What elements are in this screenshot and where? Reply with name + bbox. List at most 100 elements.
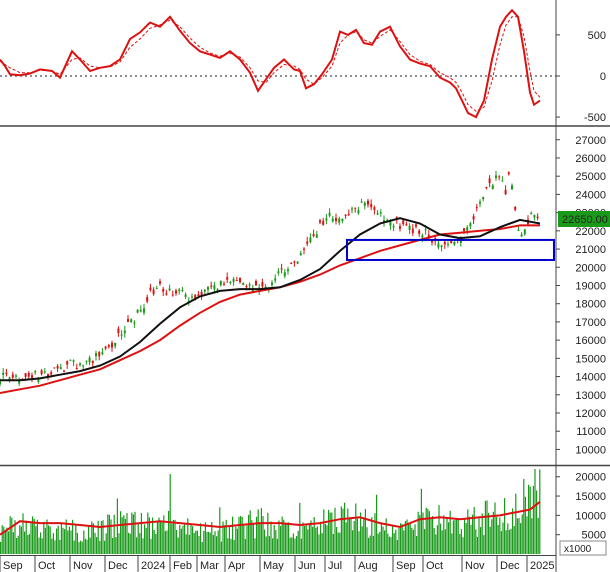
volume-bar (441, 530, 443, 554)
volume-bar (347, 508, 349, 554)
volume-bar (521, 514, 523, 554)
price-tick-label: 14000 (575, 372, 606, 384)
volume-bar (494, 502, 496, 554)
volume-bar (107, 514, 109, 554)
candle-body (402, 220, 405, 225)
volume-bar (344, 502, 346, 554)
candle-body (405, 224, 408, 226)
support-box (346, 238, 555, 261)
volume-bar (57, 525, 59, 554)
candle-body (277, 271, 280, 274)
volume-bar (292, 533, 294, 554)
volume-bar (536, 490, 538, 554)
candle-body (514, 206, 517, 210)
candle-body (31, 375, 33, 378)
volume-bar (38, 537, 40, 554)
volume-bar (232, 516, 234, 554)
candle-body (63, 370, 65, 372)
volume-bar (123, 515, 125, 554)
candle-body (127, 318, 129, 322)
volume-bar (166, 530, 168, 554)
volume-bar (164, 531, 166, 554)
candle-body (143, 308, 145, 313)
candle-body (319, 220, 321, 223)
volume-bar (180, 528, 182, 554)
price-tick-label: 11000 (576, 426, 606, 438)
volume-bar (499, 517, 501, 554)
volume-bar (206, 531, 208, 554)
volume-bar (481, 513, 483, 554)
volume-bar (25, 520, 27, 554)
x-tick-label: Apr (228, 560, 245, 572)
price-tick-label: 27000 (575, 135, 606, 147)
volume-bar (110, 519, 112, 554)
volume-bar (430, 517, 432, 554)
volume-bar (49, 526, 51, 554)
volume-bar (177, 537, 179, 554)
candle-body (411, 228, 414, 233)
candle-body (261, 282, 264, 287)
candle-body (11, 374, 14, 378)
candle-body (79, 363, 81, 365)
volume-bar (244, 538, 246, 554)
candle-body (210, 285, 213, 287)
volume-bar (366, 527, 368, 554)
candle-body (299, 253, 302, 256)
volume-bar (51, 538, 53, 554)
candle-body (216, 289, 219, 292)
volume-bar (289, 537, 291, 554)
volume-bar (502, 522, 504, 554)
volume-bar (331, 512, 333, 554)
volume-bar (475, 529, 477, 554)
volume-bar (492, 511, 494, 554)
candle-body (408, 225, 411, 230)
candle-body (162, 288, 165, 292)
volume-bar (504, 498, 506, 554)
volume-bar (363, 517, 365, 554)
volume-bar (505, 530, 507, 554)
volume-bar (105, 533, 107, 554)
volume-bar (22, 513, 24, 554)
volume-bar (297, 530, 299, 554)
candle-body (437, 243, 440, 248)
volume-bar (422, 512, 424, 554)
volume-bar (84, 538, 86, 554)
volume-bar (371, 517, 373, 554)
volume-bar (150, 538, 152, 554)
candle-body (5, 372, 8, 375)
candle-body (283, 272, 286, 277)
candle-body (341, 218, 344, 222)
volume-bar (280, 525, 282, 554)
candle-body (133, 322, 136, 324)
volume-bar (68, 526, 70, 554)
volume-bar (462, 537, 464, 554)
volume-bar (16, 537, 18, 554)
volume-bar (20, 526, 22, 554)
candle-body (354, 207, 357, 209)
x-tick-label: May (263, 560, 284, 572)
volume-bar (355, 503, 357, 554)
volume-bar (310, 520, 312, 554)
volume-bar (414, 524, 416, 554)
candle-body (248, 284, 251, 286)
volume-bar (465, 523, 467, 554)
volume-bar (520, 523, 522, 554)
candle-body (293, 261, 296, 263)
volume-bar (136, 537, 138, 554)
candle-body (482, 196, 485, 200)
candle-body (315, 234, 318, 238)
volume-bar (376, 494, 378, 554)
volume-bar (395, 529, 397, 554)
volume-bar (320, 521, 322, 554)
candle-body (168, 288, 171, 291)
candle-body (344, 214, 347, 216)
price-tick-label: 26000 (575, 153, 606, 165)
oscillator-line (0, 8, 541, 119)
candle-body (123, 330, 126, 334)
candle-body (120, 334, 123, 336)
candle-body (85, 360, 88, 362)
volume-bar (321, 533, 323, 554)
volume-bar (216, 536, 218, 554)
candle-body (50, 372, 53, 375)
osc-tick-label: 500 (588, 30, 606, 42)
